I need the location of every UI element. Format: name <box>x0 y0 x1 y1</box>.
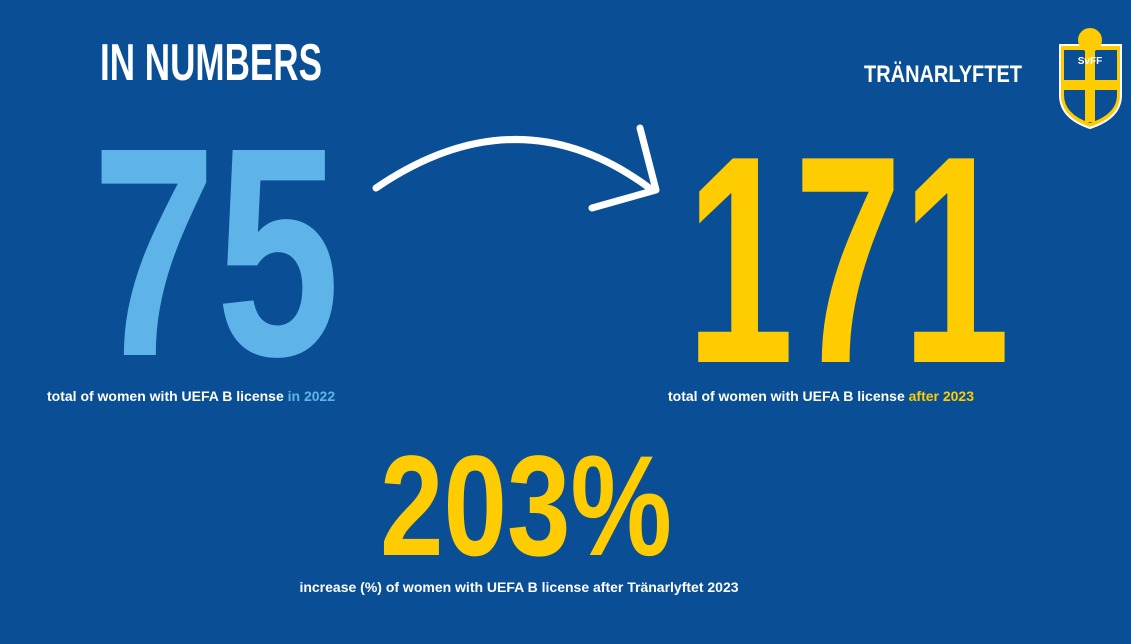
title: IN NUMBERS <box>100 34 322 92</box>
brand-logo: TRÄNARLYFTET <box>864 61 1022 88</box>
ball <box>1078 28 1102 52</box>
caption-highlight: after 2023 <box>909 388 975 404</box>
badge: SvFF <box>1059 28 1122 130</box>
caption-text: total of women with UEFA B license <box>668 388 909 404</box>
arrow <box>372 124 660 212</box>
stat-number: 75 <box>92 86 340 419</box>
badge-text: SvFF <box>1078 56 1102 67</box>
stat-number: 203% <box>380 427 672 586</box>
arrow-curve <box>372 136 656 194</box>
cross-h <box>1064 80 1117 90</box>
caption-highlight: in 2022 <box>288 388 336 404</box>
arrow-head <box>588 124 660 212</box>
stat-caption: total of women with UEFA B license in 20… <box>47 388 335 404</box>
caption-text: total of women with UEFA B license <box>47 388 288 404</box>
stat-caption: total of women with UEFA B license after… <box>668 388 974 404</box>
stat-caption: increase (%) of women with UEFA B licens… <box>299 579 738 595</box>
stat-number: 171 <box>686 94 1010 425</box>
